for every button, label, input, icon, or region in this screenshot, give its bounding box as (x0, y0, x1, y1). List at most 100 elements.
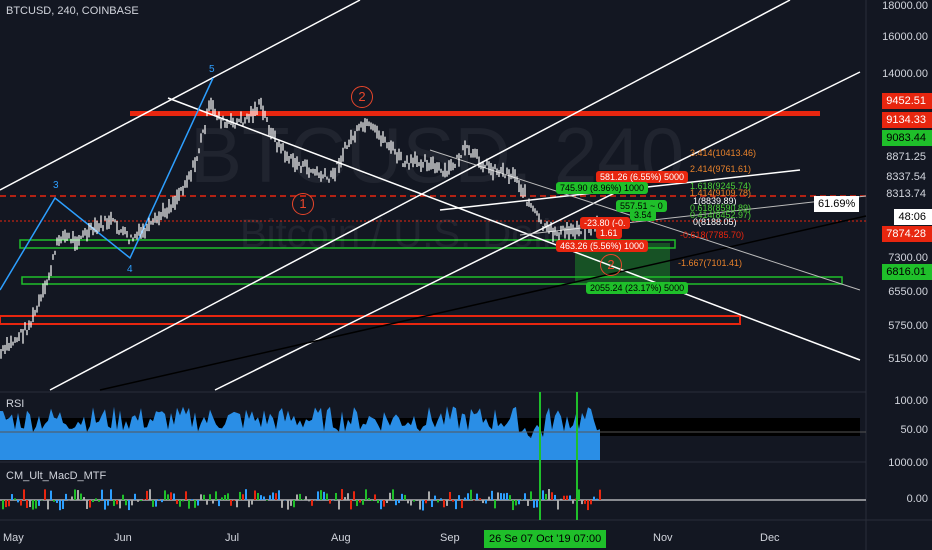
macd-bar (317, 491, 319, 500)
macd-bar (179, 500, 181, 507)
macd-bar (491, 490, 493, 500)
macd-bar (164, 490, 166, 500)
macd-bar (110, 489, 112, 500)
macd-bar (35, 500, 37, 509)
macd-bar (293, 500, 295, 508)
macd-bar (281, 500, 283, 508)
macd-bar (140, 500, 142, 502)
macd-bar (506, 492, 508, 500)
trendline (0, 0, 361, 191)
macd-bar (146, 490, 148, 500)
macd-bar (476, 493, 478, 500)
rsi-area (0, 406, 600, 460)
macd-bar (176, 500, 178, 504)
macd-bar (590, 500, 592, 505)
macd-bar (239, 491, 241, 500)
macd-bar (410, 500, 412, 506)
macd-bar (536, 500, 538, 508)
macd-bar (362, 500, 364, 505)
macd-bar (200, 494, 202, 500)
macd-bar (302, 499, 304, 500)
macd-bar (137, 500, 139, 502)
macd-bar (188, 500, 190, 509)
macd-bar (131, 500, 133, 506)
rsi-label[interactable]: RSI (6, 398, 25, 410)
macd-bar (323, 491, 325, 500)
macd-bar (134, 493, 136, 500)
macd-bar (215, 491, 217, 500)
macd-bar (308, 500, 310, 502)
macd-bar (296, 494, 298, 500)
macd-bar (368, 498, 370, 500)
rsi-histogram (0, 406, 600, 460)
macd-bar (212, 500, 214, 504)
macd-bar (152, 500, 154, 507)
macd-bar (365, 489, 367, 500)
macd-bar (32, 500, 34, 510)
support-zone-green (19, 239, 676, 249)
time-range-highlight: 26 Se 07 Oct '19 07:00 (484, 530, 607, 548)
macd-bar (515, 500, 517, 506)
macd-bar (257, 492, 259, 500)
macd-bar (149, 489, 151, 500)
macd-label[interactable]: CM_Ult_MacD_MTF (6, 470, 107, 482)
macd-bar (98, 500, 100, 502)
macd-bar (458, 495, 460, 500)
macd-bar (50, 490, 52, 500)
macd-bar (185, 491, 187, 500)
rsi-tick: 1000.00 (888, 457, 928, 469)
macd-bar (551, 492, 553, 500)
macd-bar (347, 493, 349, 500)
macd-bar (455, 500, 457, 510)
month-label: Aug (331, 532, 351, 544)
macd-bar (392, 489, 394, 500)
measure-bubble: 3.54 (630, 209, 656, 221)
macd-bar (416, 500, 418, 501)
macd-bar (74, 489, 76, 500)
symbol-header[interactable]: BTCUSD, 240, COINBASE (6, 5, 139, 17)
macd-bar (311, 500, 313, 506)
macd-bar (242, 494, 244, 500)
macd-tick: 0.00 (906, 493, 928, 505)
macd-bar (71, 496, 73, 500)
macd-bar (275, 493, 277, 500)
macd-bar (197, 500, 199, 506)
wave-label: 4 (127, 264, 133, 275)
macd-bar (5, 500, 7, 508)
trendline (214, 71, 861, 391)
price-axis[interactable]: 18000.00 16000.00 14000.00 7300.00 6550.… (864, 0, 932, 392)
macd-bar (566, 495, 568, 500)
macd-bar (278, 490, 280, 500)
price-tick: 6550.00 (888, 286, 928, 298)
month-label: Dec (760, 532, 780, 544)
macd-bar (431, 500, 433, 507)
fib-level-label: 1(8839.89) (693, 196, 737, 206)
month-label: Sep (440, 532, 460, 544)
macd-bar (287, 500, 289, 510)
price-tick: 5750.00 (888, 320, 928, 332)
macd-bar (254, 490, 256, 500)
measure-bubble: 745.90 (8.96%) 1000 (556, 182, 649, 194)
macd-bar (374, 494, 376, 500)
price-tick: 18000.00 (882, 0, 928, 12)
macd-bar (101, 489, 103, 500)
macd-bar (230, 500, 232, 506)
trendline (99, 215, 867, 391)
macd-bar (158, 499, 160, 500)
macd-bar (119, 500, 121, 509)
macd-bar (8, 500, 10, 507)
macd-bar (59, 500, 61, 511)
macd-bar (305, 496, 307, 500)
macd-bar (512, 500, 514, 511)
macd-bar (599, 489, 601, 500)
macd-bar (116, 500, 118, 505)
macd-bar (329, 500, 331, 504)
wave-circle-label: 1 (292, 193, 314, 215)
price-tag: 7874.28 (882, 226, 932, 242)
fib-level-label: 0.414(8452.97) (690, 210, 752, 220)
price-tick: 14000.00 (882, 68, 928, 80)
elliott-wave (0, 77, 214, 291)
macd-bar (380, 500, 382, 510)
